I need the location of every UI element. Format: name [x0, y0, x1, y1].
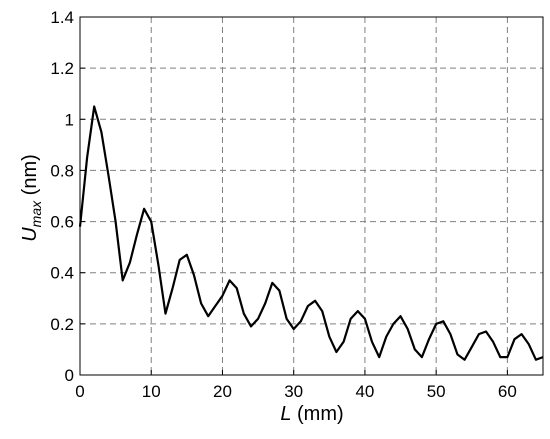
- y-tick-label: 0: [65, 366, 74, 385]
- x-axis-label: L (mm): [280, 403, 343, 425]
- x-axis-unit: (mm): [291, 403, 343, 425]
- y-axis-unit: (nm): [19, 154, 41, 201]
- x-tick-label: 50: [427, 382, 446, 401]
- y-tick-label: 0.8: [50, 161, 74, 180]
- plot-frame: [79, 16, 544, 376]
- y-axis-label: Umax (nm): [19, 154, 44, 242]
- x-tick-label: 40: [355, 382, 374, 401]
- y-tick-label: 0.4: [50, 264, 74, 283]
- y-tick-label: 1: [65, 110, 74, 129]
- data-series: [78, 105, 544, 361]
- y-tick-label: 1.2: [50, 59, 74, 78]
- y-tick-label: 1.4: [50, 8, 74, 27]
- x-tick-label: 60: [498, 382, 517, 401]
- y-axis-symbol: U: [19, 227, 41, 242]
- x-tick-label: 10: [142, 382, 161, 401]
- series-line: [78, 105, 544, 361]
- y-tick-label: 0.6: [50, 213, 74, 232]
- grid: [80, 17, 543, 375]
- x-tick-label: 20: [213, 382, 232, 401]
- axis-ticks: 0 10 20 30 40 50 60 0 0.2 0.4 0.6 0.8 1 1.2 1.4: [50, 8, 516, 401]
- x-tick-label: 30: [284, 382, 303, 401]
- x-axis-symbol: L: [280, 403, 291, 425]
- y-tick-label: 0.2: [50, 315, 74, 334]
- x-tick-label: 0: [75, 382, 84, 401]
- y-axis-subscript: max: [28, 200, 44, 227]
